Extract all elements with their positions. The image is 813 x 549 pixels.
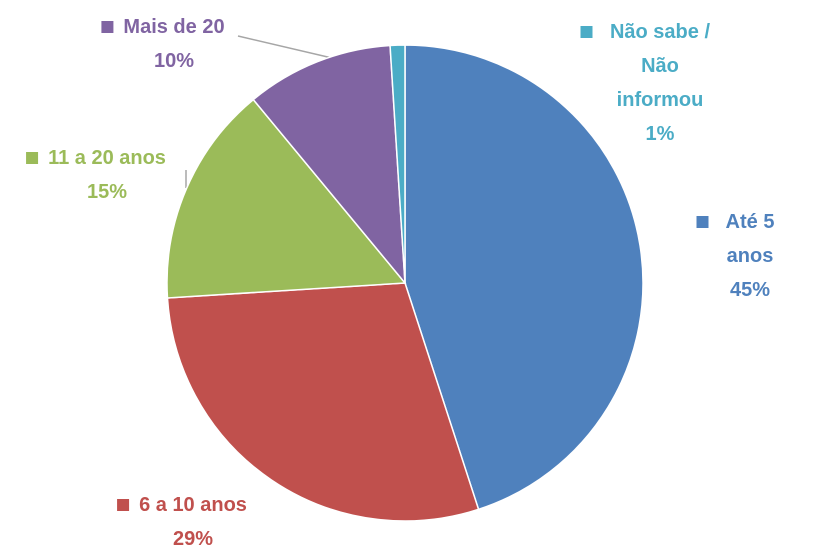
label-name: Não sabe / Não informou [580,15,718,117]
pie-slice [404,44,644,511]
pie-slice [166,98,407,299]
label-value: 1% [645,123,675,145]
label-name: Até 5 anos [696,205,782,273]
legend-marker [26,152,39,164]
label-value: 10% [153,50,195,72]
label-value: 15% [86,181,128,203]
label-value: 29% [172,528,214,549]
legend-marker [580,26,593,38]
pie-slice [166,282,480,522]
data-label: Até 5 anos 45% [696,205,782,307]
data-label: 6 a 10 anos 29% [117,488,247,549]
label-name: Mais de 20 [101,10,225,44]
legend-marker [696,216,709,228]
label-name: 6 a 10 anos [117,488,247,522]
legend-marker [101,21,114,33]
data-label: 11 a 20 anos 15% [26,141,166,209]
pie-slice [252,44,406,286]
label-name: 11 a 20 anos [26,141,166,175]
data-label: Não sabe / Não informou 1% [580,15,723,151]
pie-slice [389,44,406,284]
data-label: Mais de 20 10% [101,10,225,78]
label-value: 45% [729,279,771,301]
leader-line [237,35,333,59]
legend-marker [117,499,130,511]
